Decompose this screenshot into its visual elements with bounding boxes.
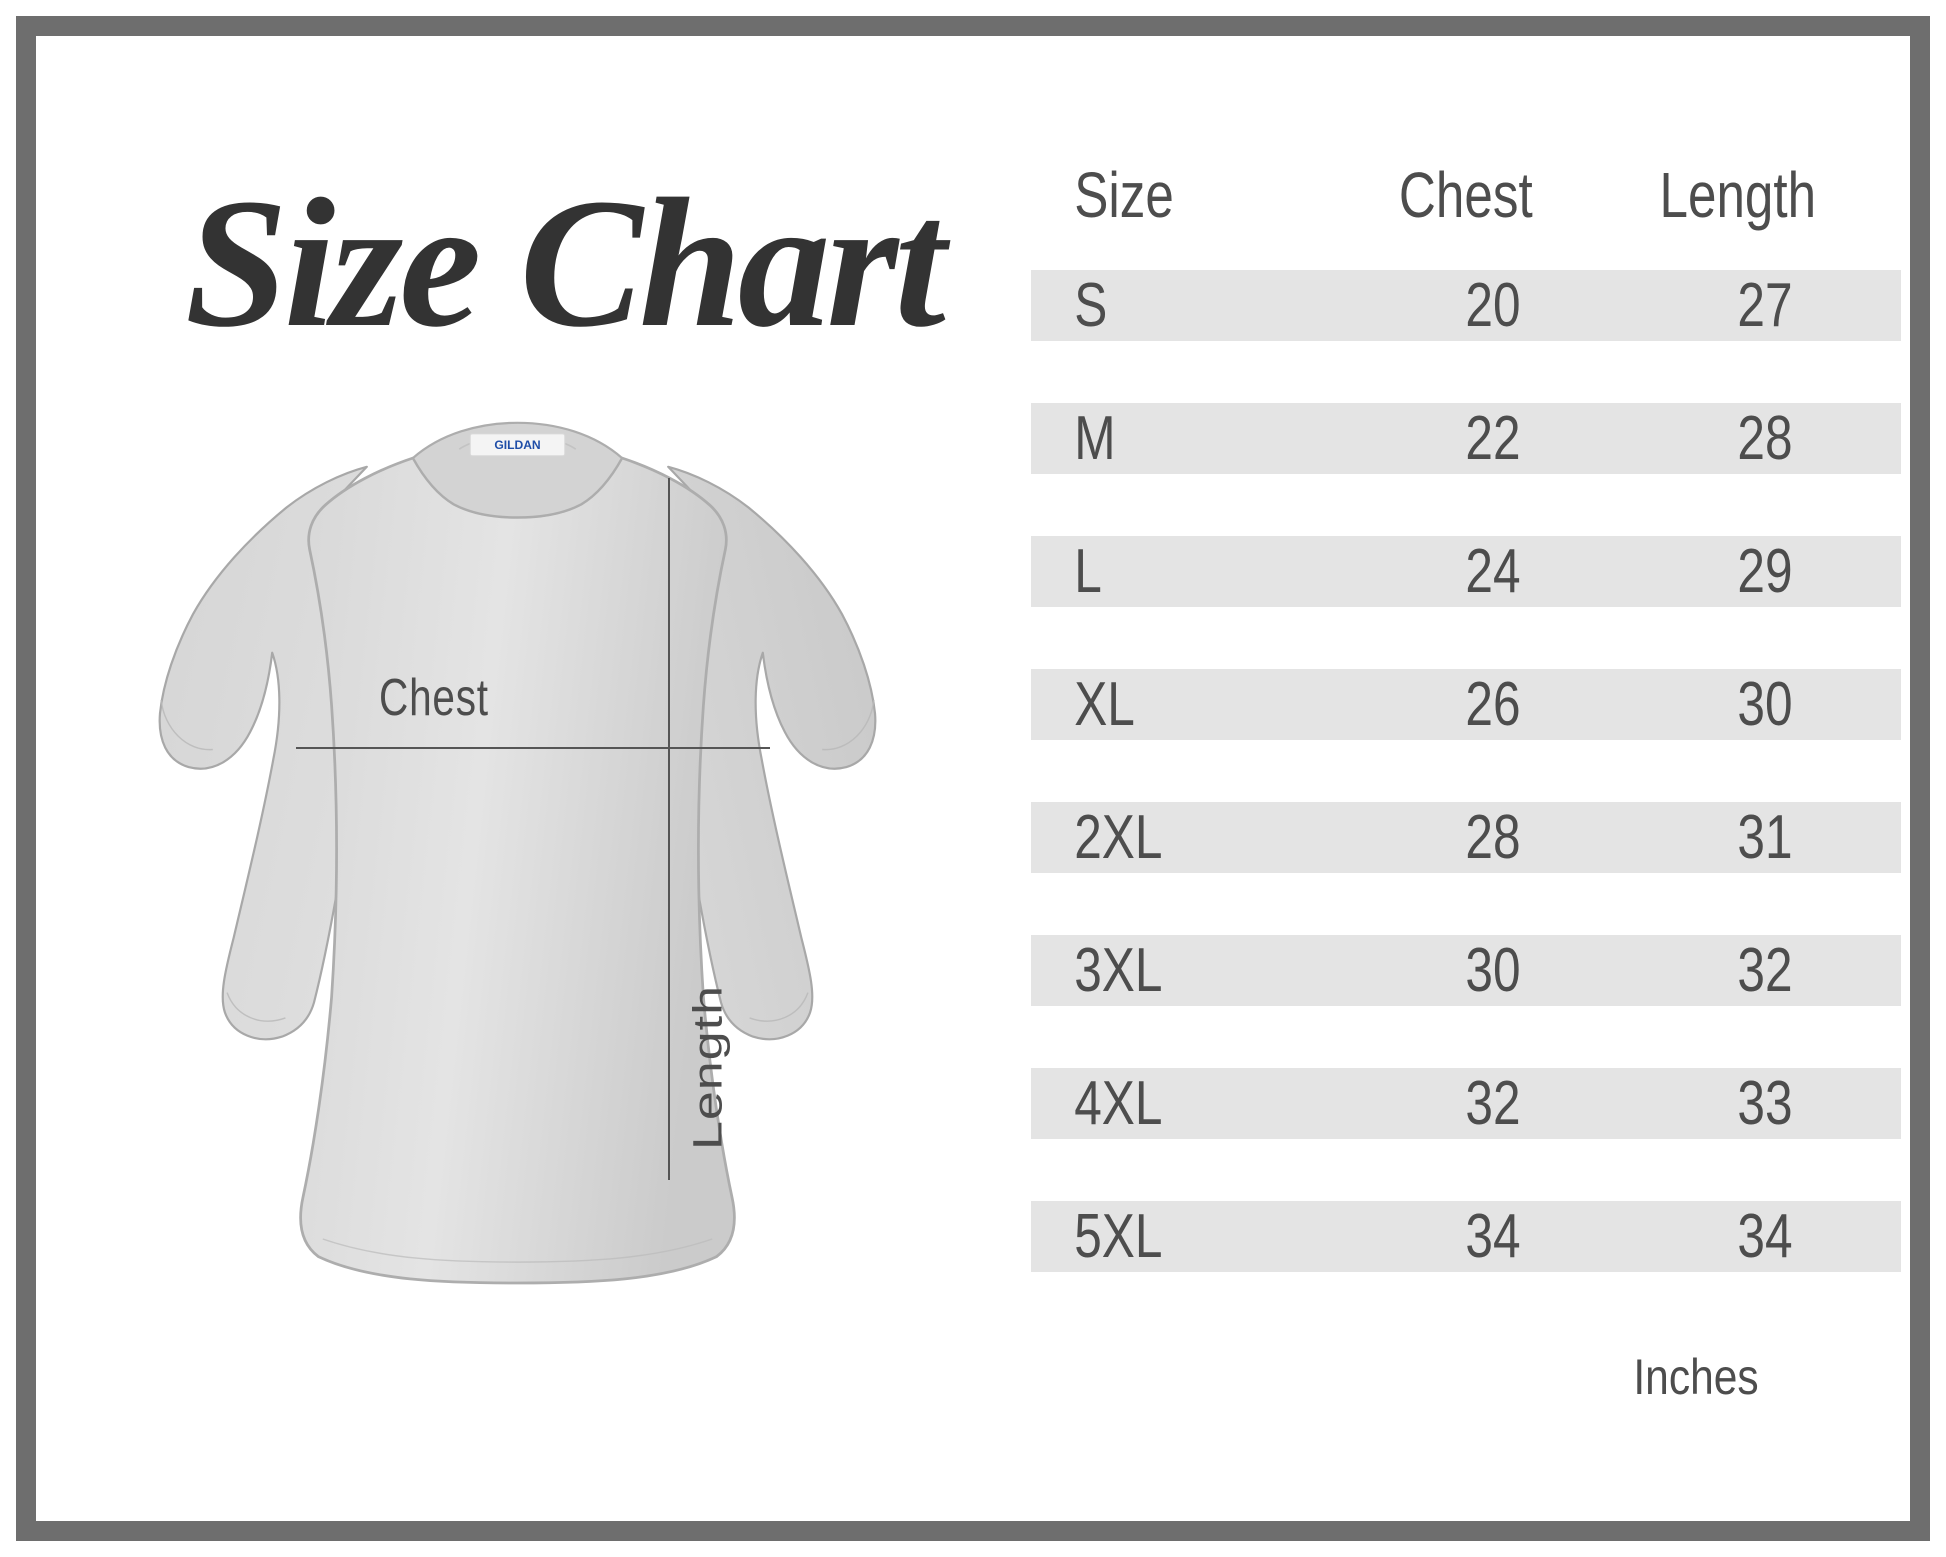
svg-text:GILDAN: GILDAN xyxy=(494,438,540,452)
